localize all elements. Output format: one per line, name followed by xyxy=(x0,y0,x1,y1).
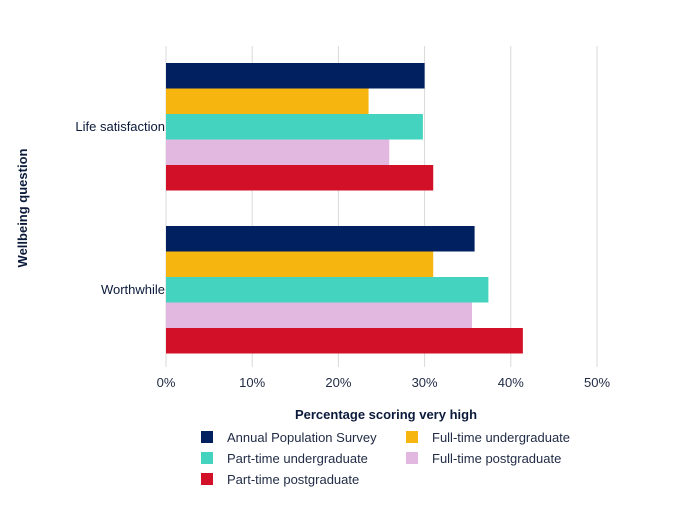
bar xyxy=(166,88,369,114)
legend-label: Full-time undergraduate xyxy=(432,430,570,445)
legend-swatch xyxy=(201,473,213,485)
legend-swatch xyxy=(406,452,418,464)
legend-label: Annual Population Survey xyxy=(227,430,377,445)
x-tick-label: 30% xyxy=(412,375,438,390)
y-axis-categories: Life satisfaction Worthwhile xyxy=(75,119,165,297)
legend-label: Part-time undergraduate xyxy=(227,451,368,466)
legend: Annual Population Survey Full-time underg… xyxy=(201,430,570,487)
legend-label: Full-time postgraduate xyxy=(432,451,561,466)
legend-swatch xyxy=(201,431,213,443)
x-axis-title: Percentage scoring very high xyxy=(295,407,477,422)
category-label: Worthwhile xyxy=(101,282,165,297)
bars xyxy=(166,63,523,354)
bar xyxy=(166,251,434,277)
y-axis-title: Wellbeing question xyxy=(15,148,30,267)
bar xyxy=(166,165,434,191)
bar xyxy=(166,277,489,303)
bar xyxy=(166,328,523,354)
bar xyxy=(166,226,475,252)
x-axis-ticks: 0% 10% 20% 30% 40% 50% xyxy=(157,375,611,390)
x-tick-label: 20% xyxy=(325,375,351,390)
x-tick-label: 50% xyxy=(584,375,610,390)
x-tick-label: 10% xyxy=(239,375,265,390)
bar xyxy=(166,63,425,89)
bar xyxy=(166,139,390,165)
legend-swatch xyxy=(201,452,213,464)
x-tick-label: 40% xyxy=(498,375,524,390)
legend-label: Part-time postgraduate xyxy=(227,472,359,487)
x-tick-label: 0% xyxy=(157,375,176,390)
bar xyxy=(166,114,423,140)
category-label: Life satisfaction xyxy=(75,119,165,134)
legend-swatch xyxy=(406,431,418,443)
bar xyxy=(166,302,473,328)
